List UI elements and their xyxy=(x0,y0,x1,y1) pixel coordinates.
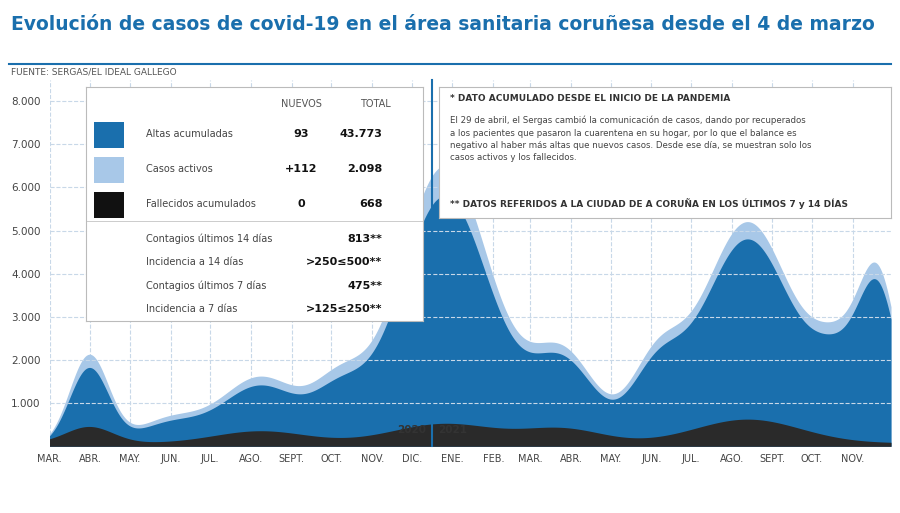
Text: TOTAL: TOTAL xyxy=(360,99,392,109)
Text: Contagios últimos 14 días: Contagios últimos 14 días xyxy=(146,234,273,244)
Text: 2020: 2020 xyxy=(397,425,426,436)
Text: Incidencia a 7 días: Incidencia a 7 días xyxy=(146,304,238,314)
Text: 0: 0 xyxy=(298,199,305,209)
Text: * DATO ACUMULADO DESDE EL INICIO DE LA PANDEMIA: * DATO ACUMULADO DESDE EL INICIO DE LA P… xyxy=(451,94,731,103)
Text: Evolución de casos de covid-19 en el área sanitaria coruñesa desde el 4 de marzo: Evolución de casos de covid-19 en el áre… xyxy=(11,15,875,34)
Text: +112: +112 xyxy=(285,164,318,174)
Text: NUEVOS: NUEVOS xyxy=(281,99,322,109)
Bar xyxy=(94,157,124,183)
Text: El 29 de abril, el Sergas cambió la comunicación de casos, dando por recuperados: El 29 de abril, el Sergas cambió la comu… xyxy=(451,116,812,162)
Text: 2021: 2021 xyxy=(438,425,467,436)
Text: Altas acumuladas: Altas acumuladas xyxy=(146,129,233,139)
Text: FUENTE: SERGAS/EL IDEAL GALLEGO: FUENTE: SERGAS/EL IDEAL GALLEGO xyxy=(11,68,176,77)
Bar xyxy=(94,192,124,218)
Text: >125≤250**: >125≤250** xyxy=(306,304,382,314)
Text: Incidencia a 14 días: Incidencia a 14 días xyxy=(146,258,244,267)
Text: Casos activos: Casos activos xyxy=(146,164,213,174)
Text: Fallecidos acumulados: Fallecidos acumulados xyxy=(146,199,256,209)
Text: 813**: 813** xyxy=(347,234,382,244)
Text: >250≤500**: >250≤500** xyxy=(306,258,382,267)
Text: 2.098: 2.098 xyxy=(347,164,382,174)
Text: 668: 668 xyxy=(359,199,382,209)
Text: 475**: 475** xyxy=(347,281,382,290)
Text: ** DATOS REFERIDOS A LA CIUDAD DE A CORUÑA EN LOS ÚLTIMOS 7 y 14 DÍAS: ** DATOS REFERIDOS A LA CIUDAD DE A CORU… xyxy=(451,199,849,209)
Text: 43.773: 43.773 xyxy=(339,129,382,139)
Text: 93: 93 xyxy=(293,129,310,139)
Text: Contagios últimos 7 días: Contagios últimos 7 días xyxy=(146,281,266,291)
Bar xyxy=(94,122,124,148)
